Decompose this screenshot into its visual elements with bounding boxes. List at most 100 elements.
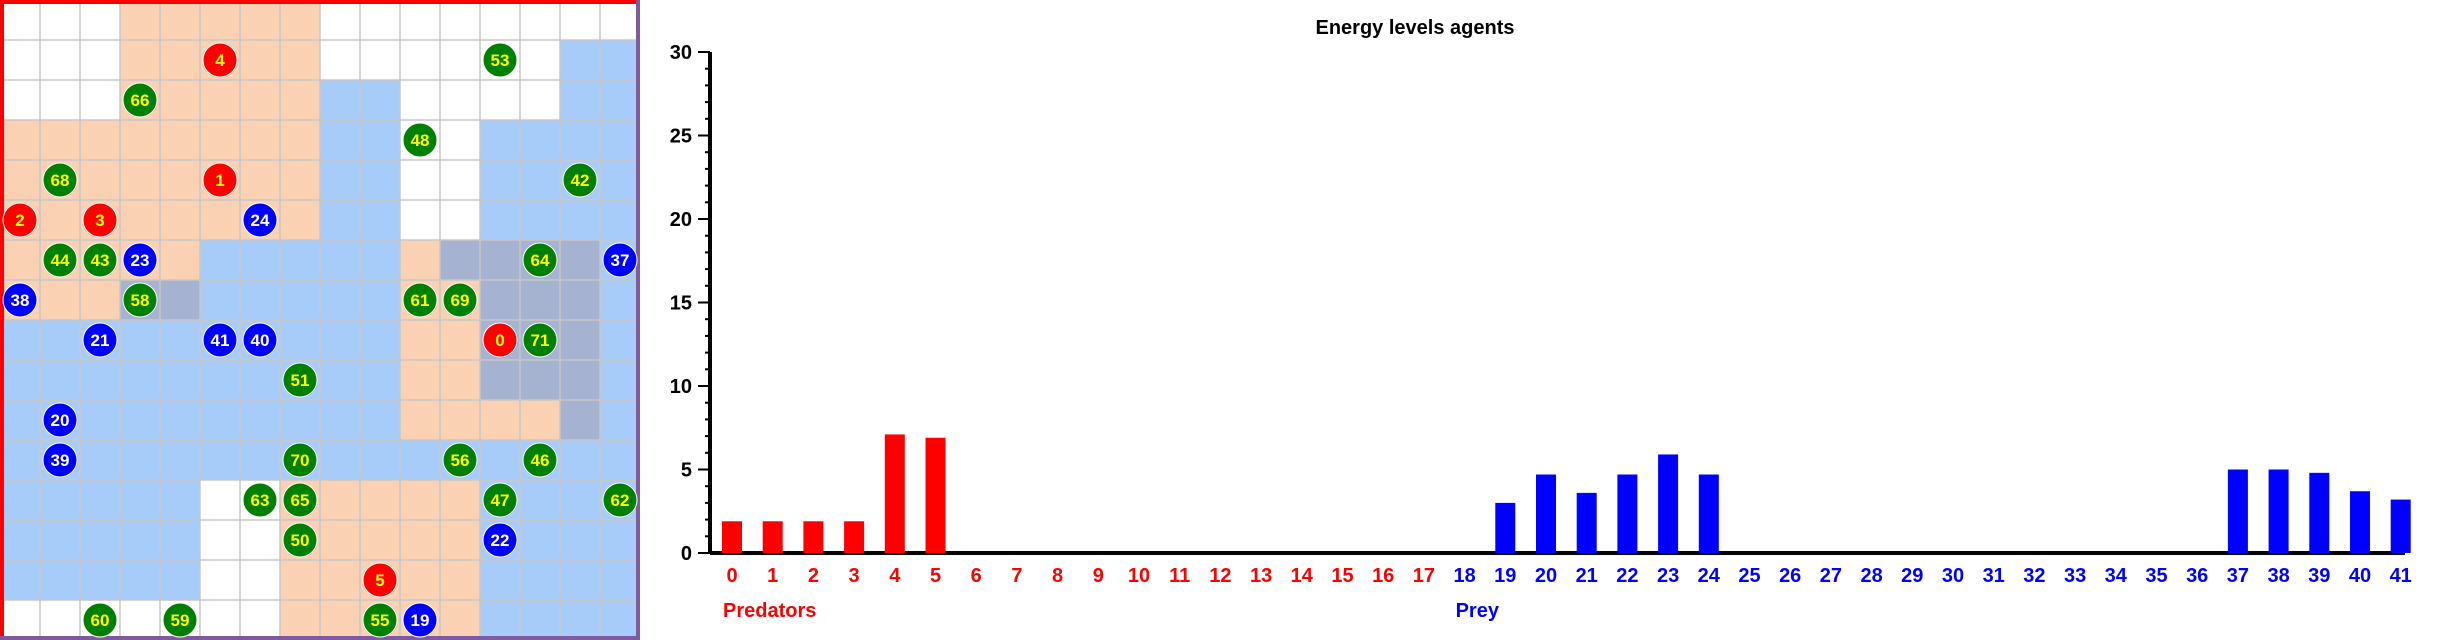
x-tick-label: 3	[849, 565, 860, 587]
predator-vision-cell	[240, 0, 280, 40]
prey-agent[interactable]: 19	[402, 602, 438, 638]
prey-agent[interactable]: 41	[202, 322, 238, 358]
predator-vision-cell	[0, 160, 40, 200]
plant-agent-label: 44	[51, 251, 70, 270]
plant-agent-marker	[482, 42, 518, 78]
plant-agent[interactable]: 65	[282, 482, 318, 518]
predator-vision-cell	[160, 80, 200, 120]
prey-agent[interactable]: 40	[242, 322, 278, 358]
prey-agent[interactable]: 37	[602, 242, 638, 278]
plant-agent-marker	[42, 162, 78, 198]
plant-agent[interactable]: 66	[122, 82, 158, 118]
prey-agent[interactable]: 39	[42, 442, 78, 478]
prey-agent-label: 22	[491, 531, 510, 550]
y-tick-label: 15	[670, 293, 692, 315]
plant-agent[interactable]: 46	[522, 442, 558, 478]
plant-agent[interactable]: 71	[522, 322, 558, 358]
plant-agent[interactable]: 63	[242, 482, 278, 518]
plant-agent[interactable]: 50	[282, 522, 318, 558]
plant-agent[interactable]: 55	[362, 602, 398, 638]
prey-vision-cell	[40, 320, 80, 360]
prey-agent[interactable]: 20	[42, 402, 78, 438]
plant-agent[interactable]: 64	[522, 242, 558, 278]
predator-agent[interactable]: 2	[2, 202, 38, 238]
prey-vision-cell	[120, 400, 160, 440]
prey-vision-cell	[280, 400, 320, 440]
x-tick-label: 22	[1616, 565, 1638, 587]
predator-agent[interactable]: 0	[482, 322, 518, 358]
predator-agent[interactable]: 5	[362, 562, 398, 598]
prey-agent-marker	[242, 202, 278, 238]
x-tick-label: 23	[1657, 565, 1679, 587]
prey-vision-cell	[560, 400, 600, 440]
predator-agent-label: 3	[95, 211, 104, 230]
plant-agent-label: 64	[531, 251, 550, 270]
plant-agent[interactable]: 70	[282, 442, 318, 478]
x-tick-label: 20	[1535, 565, 1557, 587]
prey-vision-cell	[360, 200, 400, 240]
plant-agent[interactable]: 51	[282, 362, 318, 398]
predator-vision-cell	[560, 400, 600, 440]
predator-agent[interactable]: 1	[202, 162, 238, 198]
plant-agent[interactable]: 58	[122, 282, 158, 318]
x-tick-label: 31	[1983, 565, 2005, 587]
plant-agent-marker	[162, 602, 198, 638]
plant-agent[interactable]: 53	[482, 42, 518, 78]
predator-vision-cell	[80, 280, 120, 320]
plant-agent-marker	[242, 482, 278, 518]
prey-vision-cell	[40, 560, 80, 600]
plant-agent[interactable]: 48	[402, 122, 438, 158]
prey-agent[interactable]: 38	[2, 282, 38, 318]
prey-vision-cell	[320, 120, 360, 160]
x-tick-label: 36	[2186, 565, 2208, 587]
prey-agent[interactable]: 21	[82, 322, 118, 358]
prey-vision-cell	[200, 360, 240, 400]
plant-agent[interactable]: 59	[162, 602, 198, 638]
prey-vision-cell	[600, 280, 640, 320]
prey-vision-cell	[80, 440, 120, 480]
plant-agent[interactable]: 61	[402, 282, 438, 318]
prey-vision-cell	[160, 480, 200, 520]
prey-agent-label: 40	[251, 331, 270, 350]
plant-agent[interactable]: 60	[82, 602, 118, 638]
plant-agent[interactable]: 42	[562, 162, 598, 198]
predator-vision-cell	[280, 80, 320, 120]
predator-agent[interactable]: 3	[82, 202, 118, 238]
prey-vision-cell	[320, 400, 360, 440]
x-tick-label: 5	[930, 565, 941, 587]
prey-vision-cell	[200, 240, 240, 280]
plant-agent-marker	[442, 442, 478, 478]
x-tick-label: 13	[1250, 565, 1272, 587]
plant-agent[interactable]: 47	[482, 482, 518, 518]
plant-agent[interactable]: 44	[42, 242, 78, 278]
plant-agent[interactable]: 68	[42, 162, 78, 198]
prey-agent-label: 39	[51, 451, 70, 470]
prey-vision-cell	[600, 120, 640, 160]
plant-agent[interactable]: 56	[442, 442, 478, 478]
plant-agent-marker	[282, 442, 318, 478]
prey-vision-cell	[560, 440, 600, 480]
x-tick-label: 16	[1372, 565, 1394, 587]
prey-agent[interactable]: 24	[242, 202, 278, 238]
predator-agent[interactable]: 4	[202, 42, 238, 78]
bar-0	[722, 521, 742, 553]
predator-vision-cell	[480, 240, 520, 280]
prey-vision-cell	[480, 560, 520, 600]
plant-agent[interactable]: 69	[442, 282, 478, 318]
plant-agent[interactable]: 43	[82, 242, 118, 278]
prey-vision-cell	[40, 520, 80, 560]
grid-border	[0, 0, 640, 640]
plant-agent-marker	[602, 482, 638, 518]
prey-vision-cell	[600, 80, 640, 120]
plant-agent[interactable]: 62	[602, 482, 638, 518]
prey-vision-cell	[80, 360, 120, 400]
predator-vision-cell	[520, 400, 560, 440]
prey-vision-cell	[600, 40, 640, 80]
prey-vision-cell	[360, 440, 400, 480]
predator-vision-cell	[560, 360, 600, 400]
prey-vision-cell	[560, 520, 600, 560]
prey-agent[interactable]: 22	[482, 522, 518, 558]
prey-agent[interactable]: 23	[122, 242, 158, 278]
predator-vision-cell	[480, 400, 520, 440]
predator-vision-cell	[440, 600, 480, 640]
